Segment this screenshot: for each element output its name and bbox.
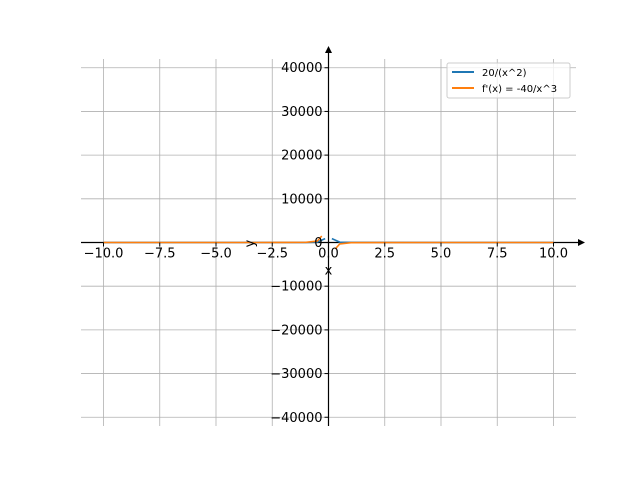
y-tick-label: −10000 [270,280,322,295]
y-tick-label: 30000 [281,105,322,120]
y-tick-label: 40000 [281,61,322,76]
legend: 20/(x^2) f'(x) = -40/x^3 [446,62,571,99]
y-tick-label: 20000 [281,149,322,164]
x-tick-label: −2.5 [256,247,288,262]
x-axis-label: x [325,264,333,279]
y-axis-label: y [243,239,258,247]
y-tick-label: 10000 [281,192,322,207]
y-axis-arrow [325,46,332,53]
legend-label-1: f'(x) = -40/x^3 [482,84,557,95]
x-axis-arrow [578,239,585,246]
legend-label-0: 20/(x^2) [482,68,527,79]
y-tick-labels: −40000 −30000 −20000 −10000 0 10000 20000 30000… [270,61,329,426]
x-tick-label: −7.5 [144,247,176,262]
x-tick-labels: −10.0 −7.5 −5.0 −2.5 0.0 2.5 5.0 7.5 10.0 [84,242,568,262]
legend-box [446,62,571,99]
series-layer [103,235,554,250]
y-tick-label: 0 [314,236,322,251]
series-line-1 [334,241,554,250]
x-tick-label: −5.0 [200,247,232,262]
series-line-1 [103,235,323,244]
x-tick-label: 5.0 [431,247,452,262]
x-tick-label: 0.0 [318,247,339,262]
x-tick-label: 7.5 [487,247,508,262]
y-tick-label: −20000 [270,323,322,338]
x-tick-label: 10.0 [539,247,568,262]
y-tick-label: −40000 [270,411,322,426]
y-tick-label: −30000 [270,367,322,382]
x-tick-label: 2.5 [374,247,395,262]
x-tick-label: −10.0 [84,247,124,262]
y-axis [325,46,332,426]
